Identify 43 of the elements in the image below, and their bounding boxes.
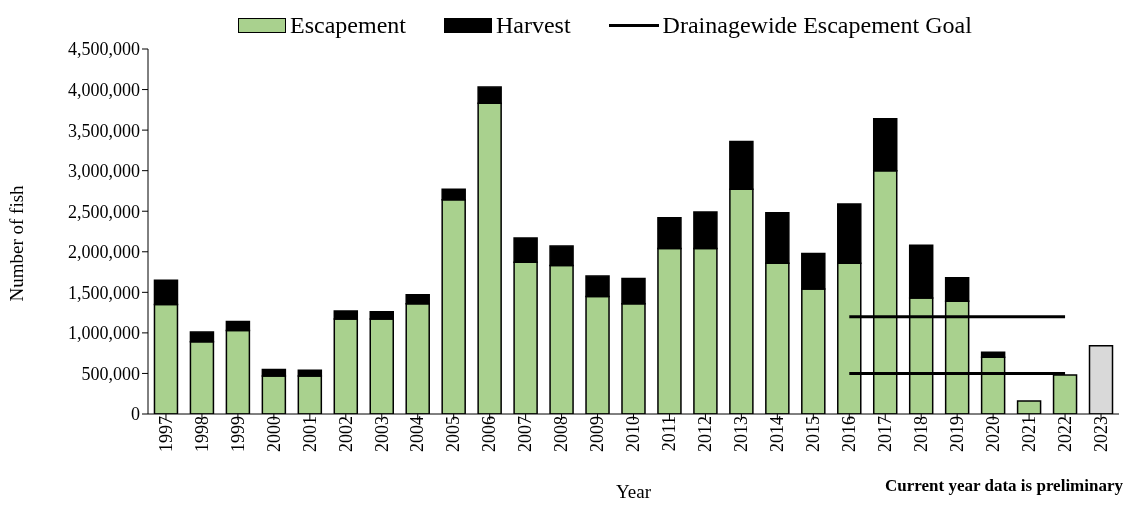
- legend-label: Escapement: [289, 12, 406, 39]
- y-tick-label: 2,500,000: [68, 201, 140, 222]
- y-tick-label: 2,000,000: [68, 242, 140, 263]
- x-tick-label: 2012: [695, 416, 716, 452]
- x-tick-label: 2016: [839, 416, 860, 452]
- x-tick-label: 2009: [587, 416, 608, 452]
- x-tick-label: 2014: [767, 416, 788, 452]
- y-tick-label: 4,500,000: [68, 39, 140, 60]
- x-tick-label: 2000: [263, 416, 284, 452]
- x-tick-label: 2005: [443, 416, 464, 452]
- y-tick-label: 1,500,000: [68, 282, 140, 303]
- y-tick-label: 3,000,000: [68, 161, 140, 182]
- text: Current year data is preliminary: [885, 476, 1123, 496]
- y-tick-label: 3,500,000: [68, 120, 140, 141]
- x-tick-label: 2006: [479, 416, 500, 452]
- legend-label: Harvest: [494, 12, 571, 39]
- x-tick-label: 2001: [299, 416, 320, 452]
- x-tick-label: 2013: [731, 416, 752, 452]
- legend-label: Drainagewide Escapement Goal: [661, 12, 972, 39]
- x-tick-label: 2002: [335, 416, 356, 452]
- x-tick-label: 1999: [227, 416, 248, 452]
- y-tick-label: 500,000: [81, 363, 140, 384]
- y-tick-label: 4,000,000: [68, 79, 140, 100]
- x-tick-label: 2011: [659, 416, 680, 452]
- y-tick-label: 0: [131, 404, 140, 425]
- y-tick-label: 1,000,000: [68, 323, 140, 344]
- x-tick-label: 2008: [551, 416, 572, 452]
- x-tick-label: 2018: [910, 416, 931, 452]
- y-axis-title: Number of fish: [5, 184, 27, 302]
- x-tick-label: 2019: [946, 416, 967, 452]
- x-tick-label: 2015: [803, 416, 824, 452]
- x-tick-label: 2017: [875, 416, 896, 452]
- x-tick-label: 2010: [623, 416, 644, 452]
- x-tick-label: 2004: [407, 416, 428, 452]
- x-tick-label: 1998: [191, 416, 212, 452]
- x-axis-title: Year: [615, 481, 652, 502]
- x-tick-label: 2021: [1018, 416, 1039, 452]
- x-tick-label: 2023: [1090, 416, 1111, 452]
- x-tick-label: 1997: [155, 416, 176, 452]
- x-tick-label: 2020: [982, 416, 1003, 452]
- x-tick-label: 2007: [515, 416, 536, 452]
- x-tick-label: 2003: [371, 416, 392, 452]
- x-tick-label: 2022: [1054, 416, 1075, 452]
